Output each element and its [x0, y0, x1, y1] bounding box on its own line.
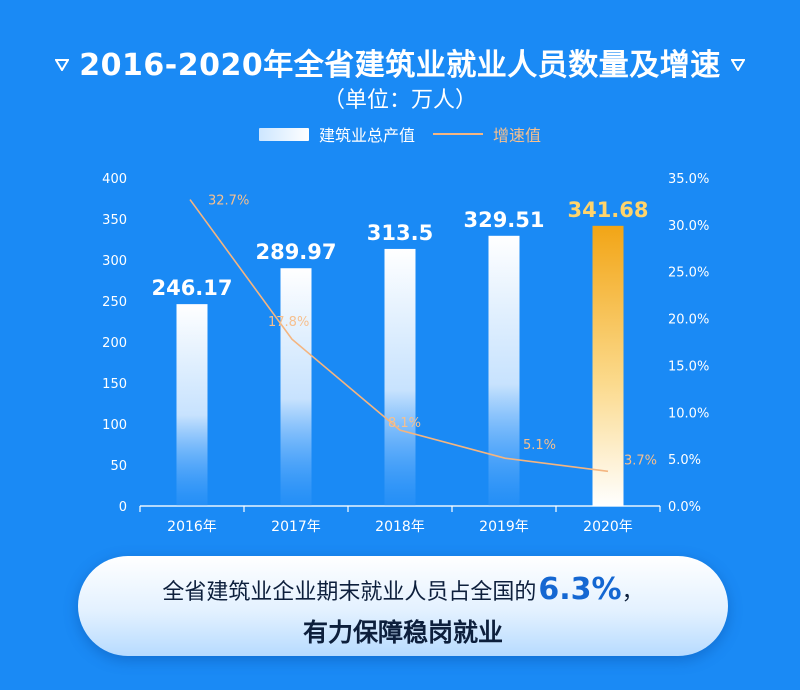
summary-banner: 全省建筑业企业期末就业人员占全国的 6.3% ， 有力保障稳岗就业: [78, 556, 728, 656]
legend-line-label: 增速值: [493, 126, 542, 145]
bar-2019年: [488, 235, 520, 506]
banner-line1: 全省建筑业企业期末就业人员占全国的 6.3% ，: [78, 572, 728, 607]
bar-2018年: [384, 248, 416, 506]
legend-item-bar: 建筑业总产值: [258, 122, 415, 146]
y-left-tick-label: 0: [119, 500, 127, 515]
chart-title: 2016-2020年全省建筑业就业人员数量及增速: [79, 48, 721, 83]
triangle-down-icon: [54, 56, 71, 72]
y-left-tick-label: 300: [102, 254, 127, 269]
banner-text-tail: ，: [621, 580, 644, 605]
x-tick-label: 2019年: [479, 519, 529, 535]
banner-text: 全省建筑业企业期末就业人员占全国的: [162, 580, 537, 605]
y-right-tick-label: 15.0%: [668, 359, 709, 374]
bar-value-label: 329.51: [463, 208, 544, 232]
bar-value-label: 341.68: [567, 198, 648, 222]
y-right-tick-label: 20.0%: [668, 313, 709, 328]
y-left-tick-label: 350: [102, 213, 127, 228]
y-left-tick-label: 100: [102, 418, 127, 433]
growth-line: [189, 199, 609, 473]
x-tick-label: 2020年: [583, 519, 633, 535]
x-tick-label: 2018年: [375, 519, 425, 535]
legend-bar-label: 建筑业总产值: [318, 126, 415, 145]
bar-2017年: [280, 268, 312, 506]
legend-bar-swatch: [258, 127, 309, 141]
y-right-tick-label: 30.0%: [668, 219, 709, 234]
growth-value-label: 32.7%: [208, 194, 249, 209]
x-tick-label: 2017年: [271, 519, 321, 535]
legend-line-swatch: [433, 133, 483, 135]
bar-value-label: 246.17: [151, 276, 232, 300]
y-right-tick-label: 25.0%: [668, 266, 709, 281]
y-right-tick-label: 35.0%: [668, 172, 709, 187]
bar-2020年: [592, 225, 624, 507]
bar-2016年: [176, 304, 208, 506]
y-left-tick-label: 200: [102, 336, 127, 351]
y-left-tick-label: 50: [110, 459, 127, 474]
chart-legend: 建筑业总产值 增速值: [0, 122, 800, 146]
chart-subtitle: （单位：万人）: [322, 88, 477, 113]
triangle-down-icon: [729, 56, 746, 72]
banner-highlight-value: 6.3%: [538, 572, 622, 607]
legend-item-line: 增速值: [433, 122, 541, 146]
y-left-tick-label: 400: [102, 172, 127, 187]
y-right-tick-label: 5.0%: [668, 453, 701, 468]
title-row: 2016-2020年全省建筑业就业人员数量及增速: [0, 40, 800, 84]
growth-value-label: 8.1%: [388, 416, 421, 431]
y-right-tick-label: 0.0%: [668, 500, 701, 515]
bar-line-chart: 0 50 100 150 200 250 300 350 400 0.0% 5.0% 10.0% 15.…: [102, 172, 709, 535]
bar-value-label: 313.5: [367, 221, 433, 245]
banner-line2: 有力保障稳岗就业: [302, 618, 503, 647]
y-right-tick-label: 10.0%: [668, 406, 709, 421]
bar-value-label: 289.97: [255, 240, 336, 264]
y-left-tick-label: 150: [102, 377, 127, 392]
x-tick-label: 2016年: [167, 519, 217, 535]
growth-value-label: 5.1%: [523, 438, 556, 453]
growth-value-label: 3.7%: [624, 453, 657, 468]
y-left-tick-label: 250: [102, 295, 127, 310]
growth-value-label: 17.8%: [268, 315, 309, 330]
